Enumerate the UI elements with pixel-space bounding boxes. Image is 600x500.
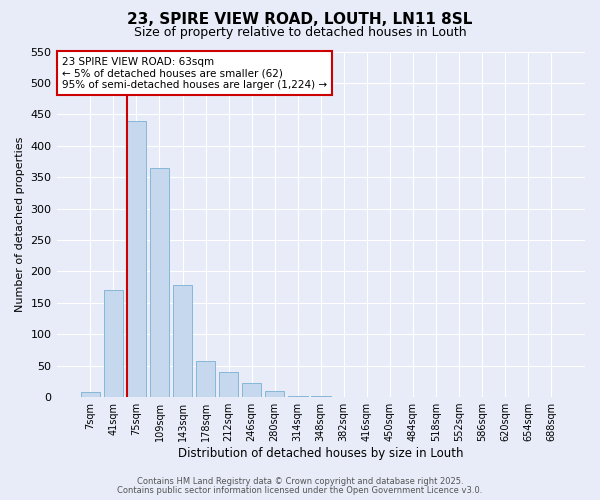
Text: Contains public sector information licensed under the Open Government Licence v3: Contains public sector information licen… <box>118 486 482 495</box>
Bar <box>80 392 100 397</box>
Text: Size of property relative to detached houses in Louth: Size of property relative to detached ho… <box>134 26 466 39</box>
Bar <box>288 396 308 397</box>
Bar <box>149 168 169 397</box>
Y-axis label: Number of detached properties: Number of detached properties <box>15 136 25 312</box>
Bar <box>173 285 193 397</box>
Text: Contains HM Land Registry data © Crown copyright and database right 2025.: Contains HM Land Registry data © Crown c… <box>137 477 463 486</box>
Text: 23, SPIRE VIEW ROAD, LOUTH, LN11 8SL: 23, SPIRE VIEW ROAD, LOUTH, LN11 8SL <box>127 12 473 28</box>
Bar <box>104 290 123 397</box>
Bar <box>242 384 262 397</box>
Bar <box>127 120 146 397</box>
Bar <box>311 396 331 397</box>
Bar <box>265 391 284 397</box>
Text: 23 SPIRE VIEW ROAD: 63sqm
← 5% of detached houses are smaller (62)
95% of semi-d: 23 SPIRE VIEW ROAD: 63sqm ← 5% of detach… <box>62 56 327 90</box>
Bar <box>219 372 238 397</box>
X-axis label: Distribution of detached houses by size in Louth: Distribution of detached houses by size … <box>178 447 464 460</box>
Bar <box>196 362 215 397</box>
